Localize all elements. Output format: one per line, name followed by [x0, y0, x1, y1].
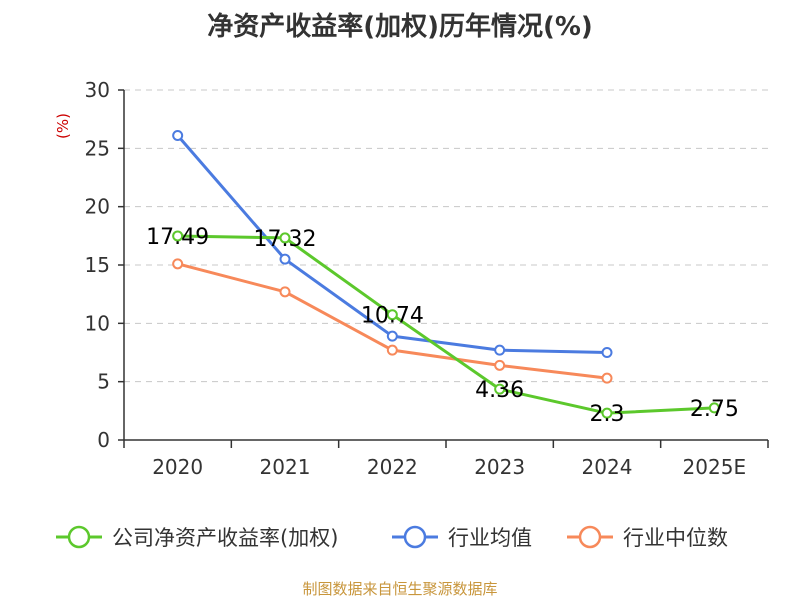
x-tick-label-2024: 2024 — [582, 455, 633, 479]
x-tick-label-2020: 2020 — [152, 455, 203, 479]
data-label-2025E: 2.75 — [690, 397, 739, 422]
point-s0-2021 — [279, 232, 291, 244]
point-s0-2020 — [172, 230, 184, 242]
point-s0-2025E — [708, 402, 720, 414]
point-s2-2020 — [172, 258, 184, 270]
legend-label-0: 公司净资产收益率(加权) — [112, 526, 338, 550]
data-labels: 17.49 17.32 10.74 4.36 2.3 2.75 — [146, 225, 739, 427]
y-axis-unit-label: (%) — [54, 113, 72, 139]
legend-marker-0 — [67, 525, 91, 549]
x-tick-label-2023: 2023 — [474, 455, 525, 479]
point-s2-2021 — [279, 286, 291, 298]
point-s1-2022 — [386, 330, 398, 342]
point-s2-2023 — [494, 359, 506, 371]
y-tick-label-25: 25 — [85, 136, 110, 160]
data-label-2021: 17.32 — [254, 227, 317, 252]
y-tick-label-0: 0 — [97, 428, 110, 452]
legend-label-2: 行业中位数 — [623, 526, 728, 550]
point-s1-2021 — [279, 253, 291, 265]
point-s1-2024 — [601, 347, 613, 358]
x-tick-label-2025E: 2025E — [683, 455, 747, 479]
point-s2-2024 — [601, 372, 613, 384]
legend-marker-1 — [403, 525, 427, 549]
legend-label-1: 行业均值 — [448, 526, 532, 550]
point-s0-2022 — [386, 309, 398, 321]
axes: 0 5 10 15 20 25 30 2020 2021 2022 2023 2024 2025E — [85, 78, 769, 479]
point-s0-2024 — [601, 407, 613, 419]
legend-marker-2 — [578, 525, 602, 549]
y-tick-label-5: 5 — [97, 370, 110, 394]
y-tick-label-30: 30 — [85, 78, 110, 102]
legend: 公司净资产收益率(加权) 行业均值 行业中位数 — [56, 525, 728, 550]
series-lines — [172, 130, 720, 419]
series-line-0 — [177, 234, 715, 415]
point-s1-2020 — [172, 130, 184, 141]
point-s1-2023 — [494, 344, 506, 356]
data-label-2022: 10.74 — [361, 304, 424, 329]
y-tick-label-15: 15 — [85, 253, 110, 277]
data-label-2020: 17.49 — [146, 225, 209, 250]
point-s2-2022 — [386, 344, 398, 356]
x-tick-label-2022: 2022 — [367, 455, 418, 479]
y-tick-label-20: 20 — [85, 195, 110, 219]
point-s0-2023 — [494, 383, 506, 395]
grid-lines — [124, 89, 768, 383]
data-label-2024: 2.3 — [590, 402, 625, 427]
x-tick-label-2021: 2021 — [260, 455, 311, 479]
data-label-2023: 4.36 — [475, 378, 524, 403]
y-tick-label-10: 10 — [85, 311, 110, 335]
chart-title: 净资产收益率(加权)历年情况(%) — [207, 12, 593, 42]
source-note: 制图数据来自恒生聚源数据库 — [302, 580, 498, 598]
